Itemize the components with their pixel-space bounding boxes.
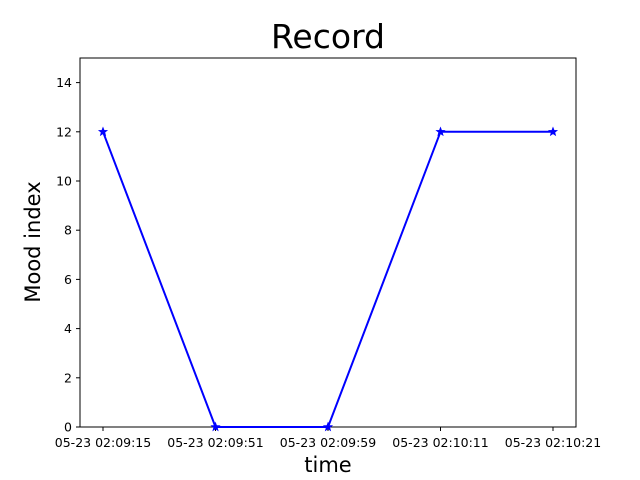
series-line-segment <box>327 130 442 428</box>
x-tick-label: 05-23 02:09:51 <box>167 435 263 450</box>
data-point-star-marker <box>435 126 446 137</box>
y-tick-label: 2 <box>64 370 72 385</box>
y-tick-label: 0 <box>64 420 72 435</box>
y-tick-label: 10 <box>56 174 72 189</box>
series-layer <box>97 126 559 432</box>
y-axis-label: Mood index <box>21 181 45 302</box>
x-tick-label: 05-23 02:10:21 <box>505 435 601 450</box>
y-tick-label: 14 <box>56 75 72 90</box>
x-axis-label: time <box>304 453 351 477</box>
chart-title: Record <box>271 17 385 56</box>
x-axis: 05-23 02:09:15 05-23 02:09:51 05-23 02:09:… <box>55 427 601 450</box>
data-point-star-marker <box>547 126 559 137</box>
series-line-segment <box>102 130 217 428</box>
data-point-star-marker <box>210 421 221 432</box>
y-tick-label: 12 <box>56 124 72 139</box>
y-axis: 0 2 4 6 8 10 12 14 <box>56 75 80 435</box>
x-tick-label: 05-23 02:09:15 <box>55 435 151 450</box>
x-tick-label: 05-23 02:10:11 <box>392 435 488 450</box>
plot-area <box>79 57 577 428</box>
data-point-star-marker <box>97 126 109 137</box>
x-tick-label: 05-23 02:09:59 <box>280 435 376 450</box>
y-tick-label: 4 <box>64 321 72 336</box>
data-point-star-marker <box>322 421 334 432</box>
y-tick-label: 8 <box>64 223 72 238</box>
y-tick-label: 6 <box>64 272 72 287</box>
